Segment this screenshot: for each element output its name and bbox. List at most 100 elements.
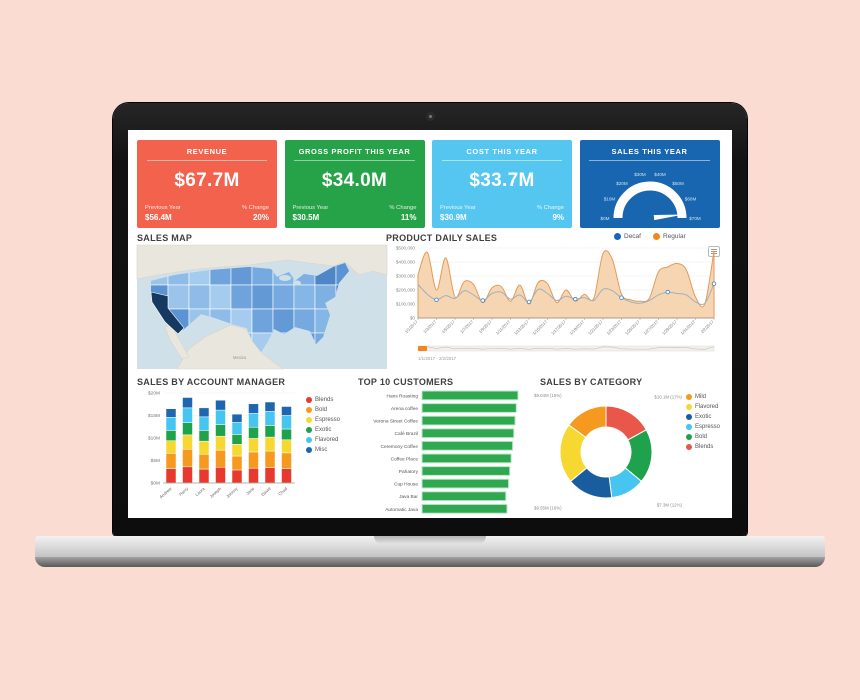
mild-dot-icon [686, 394, 692, 400]
svg-text:1/7/2017: 1/7/2017 [459, 319, 475, 335]
pct-change-value: 9% [552, 213, 564, 222]
legend-item[interactable]: Blends [686, 444, 720, 450]
svg-text:Hans Roasting: Hans Roasting [387, 393, 419, 399]
account-manager-title: SALES BY ACCOUNT MANAGER [137, 377, 286, 387]
legend-item[interactable]: Espresso [686, 424, 720, 430]
legend-item[interactable]: Flavored [306, 437, 340, 443]
divider [146, 160, 268, 161]
card-title: COST THIS YEAR [466, 147, 538, 156]
daily-sales-title: PRODUCT DAILY SALES [386, 233, 498, 243]
legend-label: Exotic [315, 427, 332, 433]
svg-text:Laura: Laura [194, 486, 206, 497]
legend-item[interactable]: Bold [306, 407, 340, 413]
svg-text:Verona Street Coffee: Verona Street Coffee [373, 419, 418, 425]
svg-text:$20M: $20M [148, 391, 160, 397]
legend-label: Mild [695, 394, 707, 400]
prev-year-label: Previous Year [145, 205, 181, 211]
svg-text:1/9/2017: 1/9/2017 [478, 319, 494, 335]
pct-change-value: 11% [400, 213, 417, 222]
legend-item[interactable]: Exotic [686, 414, 720, 420]
svg-text:Joseph: Joseph [209, 486, 223, 499]
svg-text:$10.1M (17%): $10.1M (17%) [654, 395, 682, 400]
product-daily-sales-chart[interactable]: $0 $100,000 $200,000 $300,000 $400,000 $500,0… [382, 242, 722, 366]
svg-text:Mexico: Mexico [233, 355, 247, 360]
svg-text:2/2/2017: 2/2/2017 [700, 319, 716, 335]
sales-gauge-chart: $0M $10M $20M $30M $40M $50M $60M $70M [600, 172, 700, 221]
svg-text:Jane: Jane [245, 486, 256, 496]
legend-item[interactable]: Exotic [306, 427, 340, 433]
legend-label: Blends [695, 444, 714, 450]
svg-text:$200,000: $200,000 [396, 288, 416, 293]
divider [441, 160, 563, 161]
divider [589, 160, 710, 161]
legend-item[interactable]: Flavored [686, 404, 720, 410]
prev-year-value: $30.5M [292, 213, 320, 222]
legend-item[interactable]: Blends [306, 397, 340, 403]
legend-label: Blends [315, 397, 334, 403]
legend-label: Decaf [624, 233, 641, 240]
svg-text:1/23/2017: 1/23/2017 [605, 319, 622, 336]
espresso-dot-icon [686, 424, 692, 430]
card-title: REVENUE [186, 147, 228, 156]
svg-text:Automatic Java: Automatic Java [385, 507, 418, 513]
legend-label: Flavored [695, 404, 719, 410]
svg-text:Harry: Harry [178, 485, 190, 496]
flavored-dot-icon [686, 404, 692, 410]
card-value: $34.0M [321, 170, 388, 191]
kpi-card-sales-gauge: SALES THIS YEAR $0M $10M $20M $30M $40M $50M $… [579, 140, 720, 228]
kpi-card-gross-profit: GROSS PROFIT THIS YEAR $34.0M Previous Y… [284, 140, 425, 228]
pct-change-label: % Change [536, 205, 564, 211]
legend-label: Regular [662, 233, 686, 240]
legend-item-regular[interactable]: Regular [652, 233, 686, 240]
us-sales-map[interactable]: Mexico [136, 244, 388, 370]
account-manager-legend[interactable]: Blends Bold Espresso Exotic Flavored Mis… [306, 397, 340, 453]
pct-change-label: % Change [241, 205, 269, 211]
svg-text:Ceremony Coffee: Ceremony Coffee [380, 444, 418, 450]
svg-text:Coffee Place: Coffee Place [391, 456, 419, 462]
svg-text:$300,000: $300,000 [396, 274, 416, 279]
regular-dot-icon [652, 233, 660, 240]
svg-text:$400,000: $400,000 [396, 260, 416, 265]
svg-text:1/5/2017: 1/5/2017 [441, 319, 457, 335]
top-10-customers-chart[interactable]: Hans Roasting Arena coffee Verona Street C… [354, 387, 524, 518]
svg-text:Johnny: Johnny [225, 485, 239, 499]
category-legend[interactable]: Mild Flavored Exotic Espresso Bold Blend… [686, 394, 720, 450]
daily-sales-legend[interactable]: Decaf Regular [614, 233, 686, 240]
svg-text:$40M: $40M [654, 172, 666, 177]
svg-text:$7.3M (12%): $7.3M (12%) [657, 502, 683, 507]
legend-label: Misc [315, 447, 328, 453]
svg-text:Pahatory: Pahatory [399, 469, 419, 475]
laptop-bezel: REVENUE $67.7M Previous Year $56.4M % Cha… [113, 103, 747, 536]
bold-dot-icon [306, 407, 312, 413]
bold-dot-icon [686, 434, 692, 440]
top-customers-title: TOP 10 CUSTOMERS [358, 377, 454, 387]
svg-text:$500,000: $500,000 [396, 246, 416, 251]
legend-item[interactable]: Mild [686, 394, 720, 400]
laptop-base [35, 536, 825, 557]
legend-item[interactable]: Bold [686, 434, 720, 440]
svg-text:1/1/2017 - 2/2/2017: 1/1/2017 - 2/2/2017 [418, 356, 457, 361]
legend-label: Bold [695, 434, 708, 440]
legend-label: Bold [315, 407, 328, 413]
webcam-icon [425, 112, 435, 121]
svg-text:1/1/2017: 1/1/2017 [404, 319, 420, 335]
divider [294, 160, 415, 161]
blends-dot-icon [306, 397, 312, 403]
legend-label: Espresso [315, 417, 341, 423]
svg-text:1/29/2017: 1/29/2017 [661, 319, 678, 336]
svg-text:$0M: $0M [600, 216, 609, 221]
blends-dot-icon [686, 444, 692, 450]
prev-year-value: $56.4M [145, 213, 172, 222]
legend-item-decaf[interactable]: Decaf [614, 233, 641, 240]
svg-text:$5M: $5M [151, 458, 160, 464]
svg-text:Café Brazil: Café Brazil [395, 431, 418, 437]
sales-by-category-chart[interactable]: $10.1M (17%) $7.3M (12%) $9.55M (16%) $9.04… [532, 382, 684, 518]
sales-by-account-manager-chart[interactable]: $0M $5M $10M $15M $20M Andrew Harry Laura Joseph… [137, 387, 303, 515]
legend-item[interactable]: Misc [306, 447, 340, 453]
misc-dot-icon [306, 447, 312, 453]
svg-text:$50M: $50M [672, 181, 684, 186]
card-title: SALES THIS YEAR [611, 147, 688, 156]
svg-text:$60M: $60M [684, 196, 696, 201]
legend-item[interactable]: Espresso [306, 417, 340, 423]
